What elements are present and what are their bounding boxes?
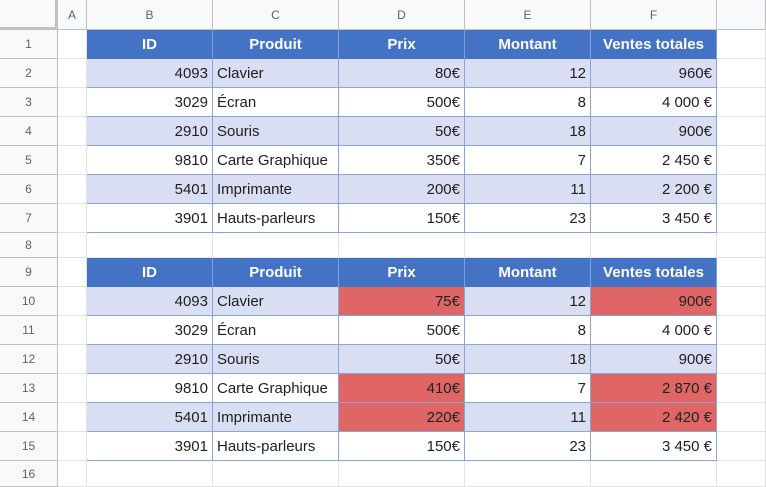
table-cell-montant[interactable]: 7 — [465, 146, 591, 175]
table-header-cell[interactable]: ID — [87, 258, 213, 287]
table-cell-produit[interactable]: Hauts-parleurs — [213, 432, 339, 461]
table-header-cell[interactable]: Ventes totales — [591, 258, 717, 287]
row-header-3[interactable]: 3 — [0, 88, 58, 117]
table-cell-montant[interactable]: 18 — [465, 117, 591, 146]
row-header-8[interactable]: 8 — [0, 233, 58, 258]
table-cell-produit[interactable]: Imprimante — [213, 175, 339, 204]
table-cell-ventes[interactable]: 900€ — [591, 117, 717, 146]
table-cell-ventes[interactable]: 3 450 € — [591, 204, 717, 233]
table-cell-id[interactable]: 3029 — [87, 88, 213, 117]
table-cell-prix[interactable]: 150€ — [339, 204, 465, 233]
grid-line-horizontal — [58, 257, 766, 258]
table-cell-produit[interactable]: Écran — [213, 88, 339, 117]
table-cell-prix[interactable]: 410€ — [339, 374, 465, 403]
table-cell-prix[interactable]: 75€ — [339, 287, 465, 316]
row-header-16[interactable]: 16 — [0, 461, 58, 487]
table-cell-ventes[interactable]: 900€ — [591, 345, 717, 374]
column-header-f[interactable]: F — [591, 0, 717, 30]
table-header-cell[interactable]: Ventes totales — [591, 30, 717, 59]
row-header-14[interactable]: 14 — [0, 403, 58, 432]
table-cell-montant[interactable]: 12 — [465, 287, 591, 316]
column-header-d[interactable]: D — [339, 0, 465, 30]
table-cell-id[interactable]: 5401 — [87, 403, 213, 432]
table-cell-prix[interactable]: 500€ — [339, 316, 465, 345]
table-cell-ventes[interactable]: 2 450 € — [591, 146, 717, 175]
table-cell-ventes[interactable]: 900€ — [591, 287, 717, 316]
row-header-4[interactable]: 4 — [0, 117, 58, 146]
table-cell-montant[interactable]: 18 — [465, 345, 591, 374]
table-header-cell[interactable]: Montant — [465, 258, 591, 287]
table-header-cell[interactable]: Prix — [339, 258, 465, 287]
table-cell-montant[interactable]: 23 — [465, 432, 591, 461]
row-header-1[interactable]: 1 — [0, 30, 58, 59]
table-cell-id[interactable]: 3901 — [87, 432, 213, 461]
table-cell-produit[interactable]: Souris — [213, 117, 339, 146]
table-cell-id[interactable]: 2910 — [87, 117, 213, 146]
column-header-a[interactable]: A — [58, 0, 87, 30]
table-cell-ventes[interactable]: 4 000 € — [591, 88, 717, 117]
table-cell-prix[interactable]: 350€ — [339, 146, 465, 175]
row-header-7[interactable]: 7 — [0, 204, 58, 233]
row-header-2[interactable]: 2 — [0, 59, 58, 88]
table-cell-prix[interactable]: 220€ — [339, 403, 465, 432]
table-cell-produit[interactable]: Souris — [213, 345, 339, 374]
table-header-cell[interactable]: Produit — [213, 258, 339, 287]
table-cell-id[interactable]: 5401 — [87, 175, 213, 204]
row-header-9[interactable]: 9 — [0, 258, 58, 287]
table-cell-produit[interactable]: Carte Graphique — [213, 374, 339, 403]
table-cell-produit[interactable]: Clavier — [213, 59, 339, 88]
table-cell-montant[interactable]: 23 — [465, 204, 591, 233]
column-header-b[interactable]: B — [87, 0, 213, 30]
row-header-10[interactable]: 10 — [0, 287, 58, 316]
table-header-cell[interactable]: Montant — [465, 30, 591, 59]
column-header-overflow — [717, 0, 766, 30]
table-cell-produit[interactable]: Hauts-parleurs — [213, 204, 339, 233]
table-cell-ventes[interactable]: 960€ — [591, 59, 717, 88]
table-cell-prix[interactable]: 150€ — [339, 432, 465, 461]
column-header-e[interactable]: E — [465, 0, 591, 30]
table-cell-ventes[interactable]: 4 000 € — [591, 316, 717, 345]
row-header-6[interactable]: 6 — [0, 175, 58, 204]
table-cell-prix[interactable]: 50€ — [339, 345, 465, 374]
table-cell-produit[interactable]: Clavier — [213, 287, 339, 316]
row-header-12[interactable]: 12 — [0, 345, 58, 374]
table-cell-montant[interactable]: 11 — [465, 175, 591, 204]
table-cell-id[interactable]: 9810 — [87, 374, 213, 403]
table-cell-montant[interactable]: 7 — [465, 374, 591, 403]
table-cell-ventes[interactable]: 2 200 € — [591, 175, 717, 204]
select-all-corner[interactable] — [0, 0, 58, 30]
table-cell-id[interactable]: 9810 — [87, 146, 213, 175]
table-cell-id[interactable]: 4093 — [87, 287, 213, 316]
table-cell-ventes[interactable]: 2 870 € — [591, 374, 717, 403]
row-header-15[interactable]: 15 — [0, 432, 58, 461]
table-cell-id[interactable]: 3029 — [87, 316, 213, 345]
table-cell-montant[interactable]: 11 — [465, 403, 591, 432]
table-cell-id[interactable]: 2910 — [87, 345, 213, 374]
table-cell-id[interactable]: 3901 — [87, 204, 213, 233]
table-cell-montant[interactable]: 8 — [465, 316, 591, 345]
table-cell-montant[interactable]: 8 — [465, 88, 591, 117]
table-cell-produit[interactable]: Écran — [213, 316, 339, 345]
table-header-cell[interactable]: ID — [87, 30, 213, 59]
table-cell-prix[interactable]: 80€ — [339, 59, 465, 88]
table-header-cell[interactable]: Prix — [339, 30, 465, 59]
table-cell-id[interactable]: 4093 — [87, 59, 213, 88]
table-cell-produit[interactable]: Carte Graphique — [213, 146, 339, 175]
table-cell-montant[interactable]: 12 — [465, 59, 591, 88]
table-header-cell[interactable]: Produit — [213, 30, 339, 59]
grid-line-vertical — [86, 30, 87, 487]
column-header-c[interactable]: C — [213, 0, 339, 30]
table-cell-produit[interactable]: Imprimante — [213, 403, 339, 432]
table-cell-ventes[interactable]: 2 420 € — [591, 403, 717, 432]
table-cell-prix[interactable]: 50€ — [339, 117, 465, 146]
row-header-5[interactable]: 5 — [0, 146, 58, 175]
table-cell-prix[interactable]: 500€ — [339, 88, 465, 117]
table-cell-ventes[interactable]: 3 450 € — [591, 432, 717, 461]
table-cell-prix[interactable]: 200€ — [339, 175, 465, 204]
row-header-11[interactable]: 11 — [0, 316, 58, 345]
row-header-13[interactable]: 13 — [0, 374, 58, 403]
